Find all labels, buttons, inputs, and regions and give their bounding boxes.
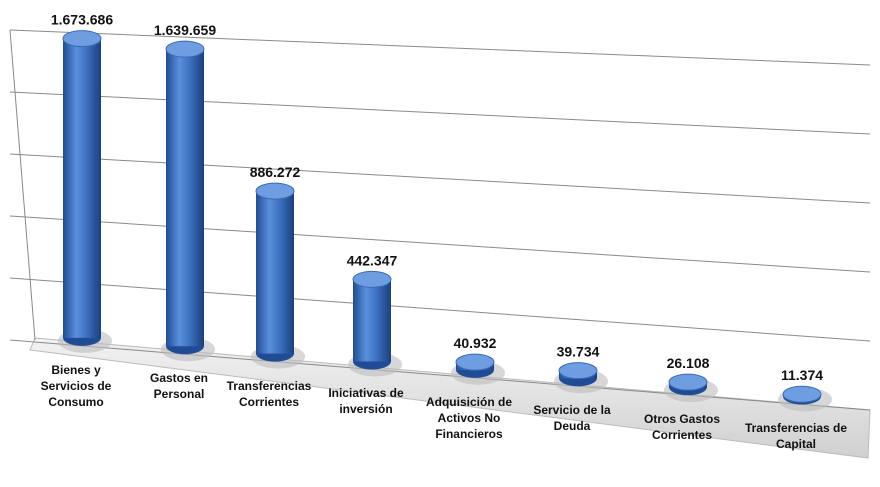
bar-top xyxy=(352,270,392,288)
value-label: 26.108 xyxy=(667,355,710,371)
y-axis xyxy=(9,29,36,341)
value-label: 1.639.659 xyxy=(154,22,216,38)
bar-top xyxy=(558,362,598,380)
grid-line xyxy=(9,91,871,135)
x-tick-label: Transferencias de Capital xyxy=(744,421,848,452)
bar-top xyxy=(62,30,102,48)
bar-top xyxy=(165,40,205,58)
value-label: 886.272 xyxy=(250,164,301,180)
bar-top xyxy=(455,353,495,371)
x-tick-label: Otros Gastos Corrientes xyxy=(643,412,721,443)
x-tick-label: Bienes y Servicios de Consumo xyxy=(40,362,112,409)
bar-top xyxy=(668,373,708,391)
value-label: 40.932 xyxy=(454,335,497,351)
bar-top xyxy=(255,182,295,200)
bar xyxy=(166,49,204,347)
value-label: 39.734 xyxy=(557,344,600,360)
value-label: 11.374 xyxy=(781,367,823,383)
value-label: 1.673.686 xyxy=(51,12,113,28)
x-tick-label: Servicio de la Deuda xyxy=(533,403,611,434)
x-tick-label: Adquisición de Activos No Financieros xyxy=(425,394,512,441)
bar xyxy=(63,38,101,338)
grid-line xyxy=(9,215,871,273)
grid-line xyxy=(9,277,871,342)
x-tick-label: Gastos en Personal xyxy=(149,371,209,402)
grid-line xyxy=(9,339,871,411)
bar xyxy=(256,191,294,354)
value-label: 442.347 xyxy=(347,252,398,268)
bar xyxy=(353,279,391,362)
grid-line xyxy=(9,29,871,66)
bar-top xyxy=(782,385,822,403)
grid-line xyxy=(9,153,871,204)
x-tick-label: Transferencias Corrientes xyxy=(226,378,312,409)
x-tick-label: Iniciativas de inversión xyxy=(328,386,404,417)
